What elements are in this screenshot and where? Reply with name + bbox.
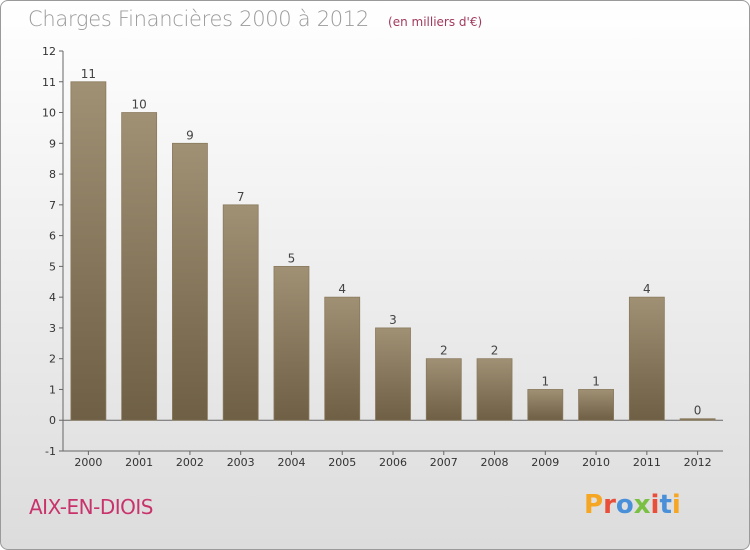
- bar-2001: [121, 112, 158, 421]
- logo-letter: i: [671, 490, 681, 520]
- x-tick-label-2007: 2007: [430, 456, 458, 469]
- logo-letter: x: [633, 490, 651, 520]
- y-tick-label: 5: [49, 260, 56, 273]
- y-tick-label: 9: [49, 137, 56, 150]
- y-tick-label: 10: [42, 107, 56, 120]
- x-tick-label-2002: 2002: [176, 456, 204, 469]
- value-label-2005: 4: [338, 282, 346, 296]
- x-tick-label-2003: 2003: [227, 456, 255, 469]
- bar-2005: [324, 296, 361, 421]
- x-tick-label-2005: 2005: [328, 456, 356, 469]
- bar-2011: [628, 296, 665, 421]
- commune-name: AIX-EN-DIOIS: [29, 495, 153, 519]
- x-tick-label-2011: 2011: [633, 456, 661, 469]
- bar-2010: [578, 389, 614, 421]
- bar-2006: [375, 327, 411, 421]
- logo-letter: o: [615, 490, 634, 520]
- y-tick-label: -1: [45, 445, 56, 458]
- y-tick-label: 6: [49, 230, 56, 243]
- y-tick-label: 11: [42, 76, 56, 89]
- bars: [70, 81, 716, 421]
- value-label-2006: 3: [389, 313, 397, 327]
- value-label-2009: 1: [541, 374, 549, 388]
- x-tick-label-2000: 2000: [74, 456, 102, 469]
- y-tick-label: 3: [49, 322, 56, 335]
- x-tick-label-2012: 2012: [684, 456, 712, 469]
- value-label-2002: 9: [186, 128, 194, 142]
- x-tick-label-2006: 2006: [379, 456, 407, 469]
- x-tick-label-2008: 2008: [481, 456, 509, 469]
- x-tick-label-2010: 2010: [582, 456, 610, 469]
- y-tick-label: 2: [49, 353, 56, 366]
- value-label-2001: 10: [132, 98, 147, 112]
- y-tick-label: 7: [49, 199, 56, 212]
- bar-2003: [222, 204, 259, 421]
- y-tick-label: 8: [49, 168, 56, 181]
- y-tick-label: 0: [49, 414, 56, 427]
- chart-title: Charges Financières 2000 à 2012: [28, 7, 369, 31]
- value-label-2008: 2: [491, 344, 499, 358]
- x-tick-label-2009: 2009: [531, 456, 559, 469]
- value-label-2012: 0: [694, 404, 702, 418]
- chart-subtitle: (en milliers d'€): [388, 15, 483, 29]
- value-label-2007: 2: [440, 344, 448, 358]
- x-tick-label-2004: 2004: [277, 456, 305, 469]
- value-label-2011: 4: [643, 282, 651, 296]
- proxiti-logo[interactable]: Proxiti: [584, 490, 681, 520]
- bar-2009: [527, 389, 564, 421]
- logo-letter: t: [659, 490, 672, 520]
- logo-letter: r: [603, 490, 616, 520]
- value-label-2003: 7: [237, 190, 245, 204]
- x-tick-label-2001: 2001: [125, 456, 153, 469]
- value-label-2010: 1: [592, 374, 600, 388]
- value-label-2004: 5: [288, 251, 296, 265]
- logo-letter: P: [584, 490, 604, 520]
- value-label-2000: 11: [81, 67, 96, 81]
- bar-2004: [273, 265, 310, 421]
- bar-2008: [476, 358, 513, 421]
- y-tick-label: 1: [49, 383, 56, 396]
- bar-2012: [679, 418, 716, 421]
- bar-2000: [70, 81, 107, 421]
- title-row: Charges Financières 2000 à 2012 (en mill…: [28, 7, 482, 31]
- bar-2007: [425, 358, 462, 421]
- logo-letter: i: [650, 490, 660, 520]
- bar-2002: [172, 142, 208, 421]
- y-tick-label: 4: [49, 291, 56, 304]
- labels: -101234567891011121120001020019200272003…: [42, 45, 712, 469]
- y-tick-label: 12: [42, 45, 56, 58]
